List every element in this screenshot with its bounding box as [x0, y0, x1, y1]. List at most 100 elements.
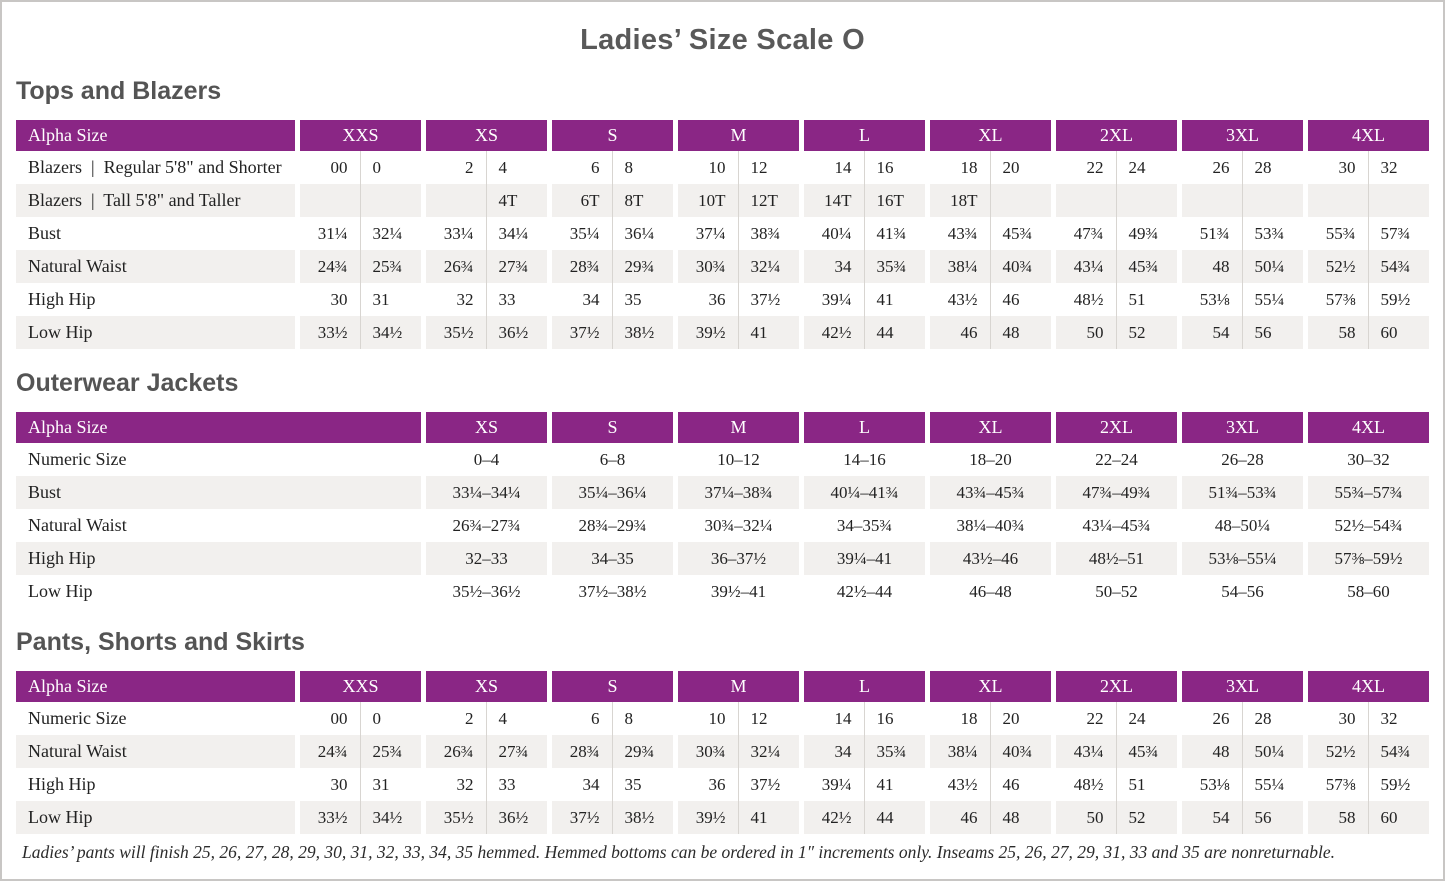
- size-value-cell: 10: [678, 702, 739, 735]
- size-value-cell: 56: [1254, 807, 1272, 827]
- size-value-cell: 57⅜: [1308, 283, 1369, 316]
- size-range-cell: 6–8: [547, 443, 673, 476]
- table-row: High Hip 30 31 32 33 34 35 36 37½ 39¼ 41 43½ 46 48½ 51…: [16, 283, 1429, 316]
- row-label-cell: Low Hip: [16, 575, 421, 608]
- size-pair-cell: 30 32: [1303, 702, 1429, 735]
- size-value-cell: 12: [750, 157, 768, 177]
- size-pair-cell: 42½ 44: [799, 801, 925, 834]
- size-value-cell: 32: [1380, 708, 1398, 728]
- size-pair-cell: 18 20: [925, 702, 1051, 735]
- size-value-cell: 27¾: [498, 741, 529, 761]
- size-value-cell: 55¼: [1254, 774, 1285, 794]
- size-value-cell: 4T: [498, 190, 518, 210]
- size-value-cell: 33: [498, 774, 516, 794]
- size-pair-cell: 50 52: [1051, 801, 1177, 834]
- size-value-cell: 28¾: [552, 735, 613, 768]
- size-value-cell: 50¼: [1254, 741, 1285, 761]
- size-value-cell: 52: [1128, 322, 1146, 342]
- size-pair-cell: 43¾ 45¾: [925, 217, 1051, 250]
- size-value-cell: 28: [1254, 157, 1272, 177]
- size-range-cell: 10–12: [673, 443, 799, 476]
- size-value-cell: [1056, 184, 1117, 217]
- size-table: Alpha Size XXS XS S M L XL 2XL 3XL 4XL Blazers | R…: [16, 120, 1429, 349]
- size-value-cell: 43½: [930, 768, 991, 801]
- size-pair-cell: 10 12: [673, 702, 799, 735]
- table-row: High Hip 32–33 34–35 36–37½ 39¼–41 43½–46 48½–…: [16, 542, 1429, 575]
- size-value-cell: 48½: [1056, 283, 1117, 316]
- size-value-cell: 30: [1308, 151, 1369, 184]
- size-header-cell: S: [547, 671, 673, 702]
- size-value-cell: 58: [1308, 801, 1369, 834]
- section: Outerwear Jackets Alpha Size XS S M L XL 2XL 3XL…: [16, 368, 1429, 608]
- size-value-cell: 43½: [930, 283, 991, 316]
- size-header-cell: 4XL: [1303, 412, 1429, 443]
- size-range-cell: 35¼–36¼: [547, 476, 673, 509]
- size-pair-cell: 43¼ 45¾: [1051, 250, 1177, 283]
- size-header-cell: L: [799, 412, 925, 443]
- size-value-cell: 30: [300, 283, 361, 316]
- size-pair-cell: 48 50¼: [1177, 735, 1303, 768]
- size-pair-cell: 37½ 38½: [547, 316, 673, 349]
- size-range-cell: 34–35: [547, 542, 673, 575]
- size-value-cell: 35½: [426, 801, 487, 834]
- size-pair-cell: 26¾ 27¾: [421, 250, 547, 283]
- size-value-cell: 20: [1002, 157, 1020, 177]
- size-value-cell: 45¾: [1128, 256, 1159, 276]
- size-pair-cell: 36 37½: [673, 768, 799, 801]
- size-pair-cell: 48½ 51: [1051, 768, 1177, 801]
- size-pair-cell: 52½ 54¾: [1303, 250, 1429, 283]
- size-range-cell: 34–35¾: [799, 509, 925, 542]
- size-value-cell: 36¼: [624, 223, 655, 243]
- size-pair-cell: 54 56: [1177, 801, 1303, 834]
- size-range-cell: 30¾–32¼: [673, 509, 799, 542]
- size-value-cell: 53⅛: [1182, 283, 1243, 316]
- size-value-cell: 55¼: [1254, 289, 1285, 309]
- size-value-cell: 32¼: [750, 741, 781, 761]
- size-pair-cell: [1303, 184, 1429, 217]
- size-range-cell: 42½–44: [799, 575, 925, 608]
- size-pair-cell: 14 16: [799, 702, 925, 735]
- size-value-cell: 30¾: [678, 250, 739, 283]
- row-label-cell: Natural Waist: [16, 509, 421, 542]
- size-value-cell: 44: [876, 807, 894, 827]
- size-range-cell: 30–32: [1303, 443, 1429, 476]
- size-pair-cell: 30 32: [1303, 151, 1429, 184]
- size-value-cell: 24¾: [300, 735, 361, 768]
- size-value-cell: 4: [498, 157, 508, 177]
- size-range-cell: 38¼–40¾: [925, 509, 1051, 542]
- size-range-cell: 14–16: [799, 443, 925, 476]
- alpha-size-header-cell: Alpha Size: [16, 412, 421, 443]
- size-value-cell: 41: [750, 322, 768, 342]
- size-pair-cell: 35½ 36½: [421, 801, 547, 834]
- row-label-cell: High Hip: [16, 542, 421, 575]
- size-pair-cell: 38¼ 40¾: [925, 735, 1051, 768]
- size-header-cell: S: [547, 120, 673, 151]
- size-range-cell: 43¾–45¾: [925, 476, 1051, 509]
- table-row: Numeric Size 00 0 2 4 6 8 10 12 14 16 18 20 22 24 26 28 3…: [16, 702, 1429, 735]
- row-label-cell: Numeric Size: [16, 702, 295, 735]
- size-value-cell: 48: [1182, 250, 1243, 283]
- sections-container: Tops and Blazers Alpha Size XXS XS S M L XL 2XL 3…: [2, 76, 1443, 863]
- size-pair-cell: 32 33: [421, 768, 547, 801]
- size-value-cell: 54¾: [1380, 256, 1411, 276]
- size-value-cell: 12: [750, 708, 768, 728]
- size-pair-cell: 34 35¾: [799, 250, 925, 283]
- size-header-cell: 2XL: [1051, 120, 1177, 151]
- size-header-cell: XL: [925, 412, 1051, 443]
- size-range-cell: 40¼–41¾: [799, 476, 925, 509]
- size-value-cell: 27¾: [498, 256, 529, 276]
- size-value-cell: 37½: [750, 289, 781, 309]
- size-pair-cell: 39¼ 41: [799, 283, 925, 316]
- size-value-cell: 33: [498, 289, 516, 309]
- section-heading: Pants, Shorts and Skirts: [16, 628, 305, 656]
- table-header-row: Alpha Size XXS XS S M L XL 2XL 3XL 4XL: [16, 120, 1429, 151]
- size-pair-cell: 55¾ 57¾: [1303, 217, 1429, 250]
- size-pair-cell: 28¾ 29¾: [547, 250, 673, 283]
- size-value-cell: 50: [1056, 801, 1117, 834]
- size-value-cell: 32¼: [372, 223, 403, 243]
- size-header-cell: 2XL: [1051, 412, 1177, 443]
- size-pair-cell: 39½ 41: [673, 316, 799, 349]
- size-pair-cell: 30¾ 32¼: [673, 735, 799, 768]
- size-pair-cell: 53⅛ 55¼: [1177, 283, 1303, 316]
